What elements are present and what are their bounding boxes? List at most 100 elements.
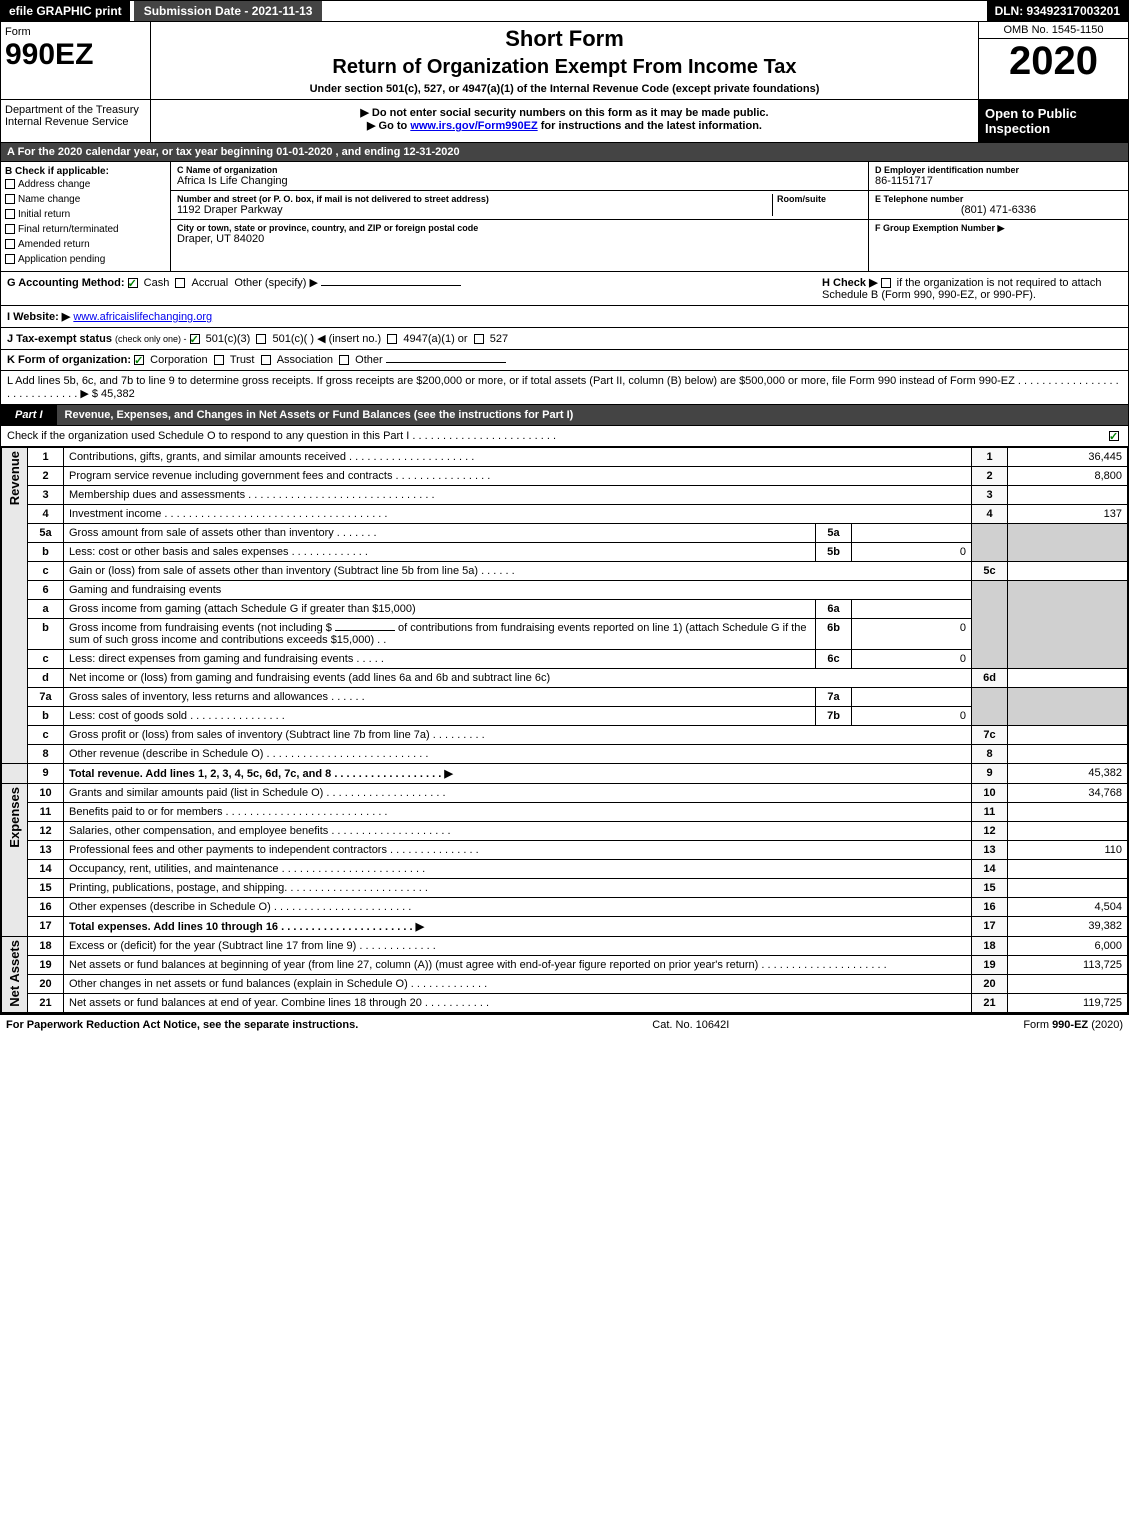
irs-link[interactable]: www.irs.gov/Form990EZ bbox=[410, 120, 537, 132]
checkbox-icon[interactable] bbox=[175, 278, 185, 288]
shaded-cell bbox=[972, 524, 1008, 562]
short-form-title: Short Form bbox=[155, 26, 974, 52]
checkbox-icon[interactable] bbox=[190, 334, 200, 344]
net-side-label: Net Assets bbox=[2, 937, 28, 1013]
submission-date: Submission Date - 2021-11-13 bbox=[134, 1, 323, 21]
line-val: 119,725 bbox=[1008, 994, 1128, 1013]
line-desc: Gross income from fundraising events (no… bbox=[64, 619, 816, 650]
sub-val bbox=[852, 600, 972, 619]
checkbox-icon[interactable] bbox=[881, 278, 891, 288]
k-other-blank bbox=[386, 362, 506, 363]
irs-text: Internal Revenue Service bbox=[5, 116, 129, 128]
check-name-change[interactable]: Name change bbox=[5, 192, 166, 207]
g-other-blank bbox=[321, 285, 461, 286]
financial-table: Revenue 1 Contributions, gifts, grants, … bbox=[1, 447, 1128, 1013]
checkbox-icon[interactable] bbox=[214, 355, 224, 365]
row-g-h: G Accounting Method: Cash Accrual Other … bbox=[0, 272, 1129, 306]
line-ref: 18 bbox=[972, 937, 1008, 956]
checkbox-icon[interactable] bbox=[256, 334, 266, 344]
line-val: 110 bbox=[1008, 841, 1128, 860]
l17-text: Total expenses. Add lines 10 through 16 … bbox=[69, 921, 424, 933]
checkbox-icon[interactable] bbox=[387, 334, 397, 344]
notice-row: Department of the Treasury Internal Reve… bbox=[0, 100, 1129, 143]
check-final[interactable]: Final return/terminated bbox=[5, 222, 166, 237]
line-num: c bbox=[28, 562, 64, 581]
dln-label: DLN: 93492317003201 bbox=[987, 1, 1128, 21]
line-ref: 10 bbox=[972, 784, 1008, 803]
check-pending[interactable]: Application pending bbox=[5, 252, 166, 267]
line-val: 39,382 bbox=[1008, 917, 1128, 937]
line-ref: 15 bbox=[972, 879, 1008, 898]
line-num: 16 bbox=[28, 898, 64, 917]
check-initial[interactable]: Initial return bbox=[5, 207, 166, 222]
line-desc: Other expenses (describe in Schedule O) … bbox=[64, 898, 972, 917]
line-val bbox=[1008, 726, 1128, 745]
line-desc: Gross income from gaming (attach Schedul… bbox=[64, 600, 816, 619]
sub-num: 6c bbox=[816, 650, 852, 669]
line-desc: Salaries, other compensation, and employ… bbox=[64, 822, 972, 841]
line-ref: 1 bbox=[972, 448, 1008, 467]
line-ref: 5c bbox=[972, 562, 1008, 581]
table-row: 20 Other changes in net assets or fund b… bbox=[2, 975, 1128, 994]
part1-label: Part I bbox=[1, 405, 57, 425]
table-row: b Gross income from fundraising events (… bbox=[2, 619, 1128, 650]
expenses-side-label: Expenses bbox=[2, 784, 28, 937]
line-val bbox=[1008, 803, 1128, 822]
website-link[interactable]: www.africaislifechanging.org bbox=[73, 311, 212, 323]
check-address-change[interactable]: Address change bbox=[5, 177, 166, 192]
table-row: 5a Gross amount from sale of assets othe… bbox=[2, 524, 1128, 543]
line-desc: Less: cost or other basis and sales expe… bbox=[64, 543, 816, 562]
table-row: 17 Total expenses. Add lines 10 through … bbox=[2, 917, 1128, 937]
org-name: Africa Is Life Changing bbox=[177, 175, 862, 187]
line-desc: Total expenses. Add lines 10 through 16 … bbox=[64, 917, 972, 937]
line-desc: Professional fees and other payments to … bbox=[64, 841, 972, 860]
form-number: 990EZ bbox=[5, 38, 146, 72]
line-desc: Net income or (loss) from gaming and fun… bbox=[64, 669, 972, 688]
addr-change-label: Address change bbox=[18, 179, 90, 190]
k-assoc: Association bbox=[277, 354, 333, 366]
line-val: 8,800 bbox=[1008, 467, 1128, 486]
sub-val: 0 bbox=[852, 619, 972, 650]
checkbox-icon[interactable] bbox=[474, 334, 484, 344]
sub-val: 0 bbox=[852, 707, 972, 726]
checkbox-icon[interactable] bbox=[339, 355, 349, 365]
j-note: (check only one) - bbox=[115, 334, 187, 344]
table-row: 14 Occupancy, rent, utilities, and maint… bbox=[2, 860, 1128, 879]
phone-label: E Telephone number bbox=[875, 194, 1122, 204]
org-name-cell: C Name of organization Africa Is Life Ch… bbox=[171, 162, 868, 191]
line-ref: 8 bbox=[972, 745, 1008, 764]
part1-table: Revenue 1 Contributions, gifts, grants, … bbox=[0, 447, 1129, 1014]
l9-text: Total revenue. Add lines 1, 2, 3, 4, 5c,… bbox=[69, 768, 453, 780]
line-num: 3 bbox=[28, 486, 64, 505]
line-val: 36,445 bbox=[1008, 448, 1128, 467]
l6b-pre: Gross income from fundraising events (no… bbox=[69, 622, 332, 634]
line-val bbox=[1008, 562, 1128, 581]
line-desc: Total revenue. Add lines 1, 2, 3, 4, 5c,… bbox=[64, 764, 972, 784]
line-num: d bbox=[28, 669, 64, 688]
check-amended[interactable]: Amended return bbox=[5, 237, 166, 252]
checkbox-icon[interactable] bbox=[128, 278, 138, 288]
table-row: Revenue 1 Contributions, gifts, grants, … bbox=[2, 448, 1128, 467]
line-num: 8 bbox=[28, 745, 64, 764]
line-val bbox=[1008, 745, 1128, 764]
line-desc: Net assets or fund balances at end of ye… bbox=[64, 994, 972, 1013]
table-row: Net Assets 18 Excess or (deficit) for th… bbox=[2, 937, 1128, 956]
box-h: H Check ▶ if the organization is not req… bbox=[822, 276, 1122, 301]
checkbox-icon bbox=[5, 194, 15, 204]
line-desc: Gross amount from sale of assets other t… bbox=[64, 524, 816, 543]
checkbox-icon[interactable] bbox=[134, 355, 144, 365]
line-desc: Excess or (deficit) for the year (Subtra… bbox=[64, 937, 972, 956]
line-num: 7a bbox=[28, 688, 64, 707]
top-bar: efile GRAPHIC print Submission Date - 20… bbox=[0, 0, 1129, 22]
table-row: 12 Salaries, other compensation, and emp… bbox=[2, 822, 1128, 841]
line-ref: 2 bbox=[972, 467, 1008, 486]
checkbox-icon[interactable] bbox=[1109, 431, 1119, 441]
footer-left: For Paperwork Reduction Act Notice, see … bbox=[6, 1019, 358, 1031]
box-j: J Tax-exempt status (check only one) - 5… bbox=[0, 328, 1129, 350]
line-val: 34,768 bbox=[1008, 784, 1128, 803]
checkbox-icon[interactable] bbox=[261, 355, 271, 365]
line-desc: Printing, publications, postage, and shi… bbox=[64, 879, 972, 898]
street-label: Number and street (or P. O. box, if mail… bbox=[177, 194, 772, 204]
line-num: 2 bbox=[28, 467, 64, 486]
line-desc: Less: direct expenses from gaming and fu… bbox=[64, 650, 816, 669]
